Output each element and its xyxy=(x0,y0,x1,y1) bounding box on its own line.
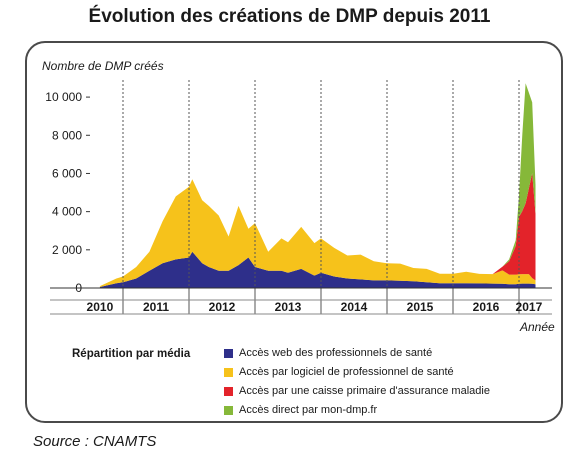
legend-label: Accès web des professionnels de santé xyxy=(239,347,433,359)
chart-title: Évolution des créations de DMP depuis 20… xyxy=(88,6,491,27)
y-tick-label: 10 000 xyxy=(45,90,82,104)
x-tick-label: 2011 xyxy=(143,300,169,314)
legend-label: Accès par logiciel de professionnel de s… xyxy=(239,366,454,378)
series-area-1 xyxy=(99,251,536,288)
y-tick-label: 8 000 xyxy=(52,128,82,142)
x-axis-label: Année xyxy=(520,320,555,334)
legend-swatch xyxy=(224,387,233,396)
legend-title: Répartition par média xyxy=(72,348,191,360)
series-area-2 xyxy=(99,179,536,287)
x-tick-label: 2013 xyxy=(275,300,302,314)
x-tick-label: 2014 xyxy=(341,300,368,314)
legend: Répartition par média Accès web des prof… xyxy=(72,346,542,426)
x-tick-label: 2015 xyxy=(407,300,434,314)
legend-swatch xyxy=(224,406,233,415)
x-tick-label: 2010 xyxy=(87,300,114,314)
legend-swatch xyxy=(224,368,233,377)
x-tick-label: 2012 xyxy=(209,300,236,314)
source-note: Source : CNAMTS xyxy=(33,433,157,450)
y-tick-label: 6 000 xyxy=(52,166,82,180)
legend-swatch xyxy=(224,349,233,358)
chart-frame xyxy=(25,41,563,423)
legend-label: Accès direct par mon-dmp.fr xyxy=(239,404,378,416)
legend-label: Accès par une caisse primaire d'assuranc… xyxy=(239,385,490,397)
y-tick-label: 2 000 xyxy=(52,243,82,257)
y-axis-label: Nombre de DMP créés xyxy=(42,59,164,73)
y-tick-label: 4 000 xyxy=(52,205,82,219)
x-tick-label: 2016 xyxy=(473,300,500,314)
x-tick-label: 2017 xyxy=(516,300,543,314)
